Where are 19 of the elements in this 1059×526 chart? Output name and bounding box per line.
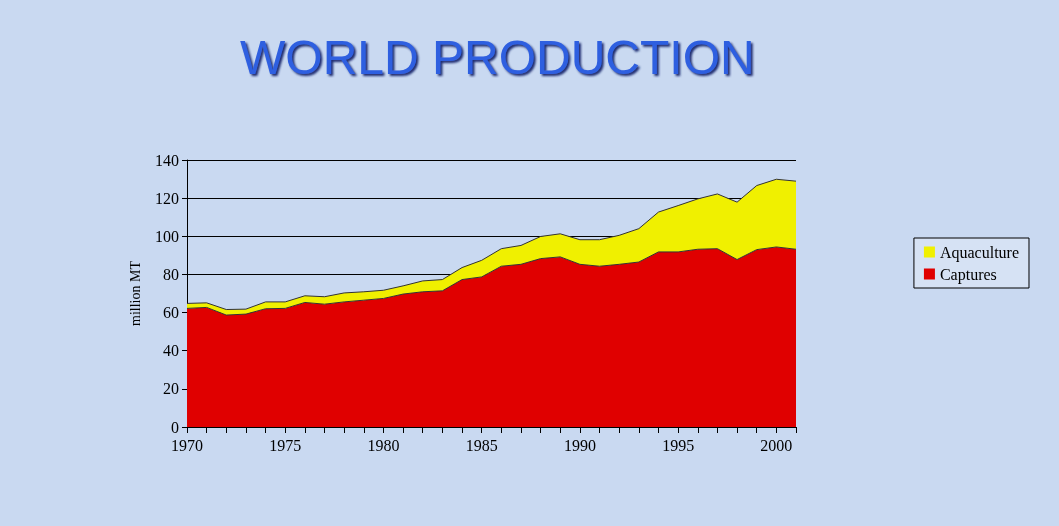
- y-tick-label: 40: [163, 342, 179, 360]
- y-tick-label: 20: [163, 380, 179, 398]
- x-tick-label: 2000: [760, 436, 793, 454]
- y-tick-label: 100: [155, 227, 179, 245]
- y-tick-label: 140: [155, 151, 179, 169]
- y-tick-label: 0: [171, 418, 179, 436]
- y-tick-label: 60: [163, 304, 179, 322]
- x-tick-label: 1990: [563, 436, 596, 454]
- x-tick-label: 1985: [465, 436, 498, 454]
- x-tick-label: 1980: [367, 436, 400, 454]
- x-tick-label: 1995: [662, 436, 695, 454]
- legend-label: Captures: [939, 265, 997, 284]
- legend-label: Aquaculture: [939, 243, 1019, 262]
- y-tick-label: 80: [163, 265, 179, 283]
- x-tick-label: 1970: [171, 436, 203, 454]
- chart-title: WORLD PRODUCTION: [240, 30, 755, 84]
- y-tick-label: 120: [155, 189, 179, 207]
- y-axis-title: million MT: [127, 260, 143, 326]
- x-tick-label: 1975: [269, 436, 302, 454]
